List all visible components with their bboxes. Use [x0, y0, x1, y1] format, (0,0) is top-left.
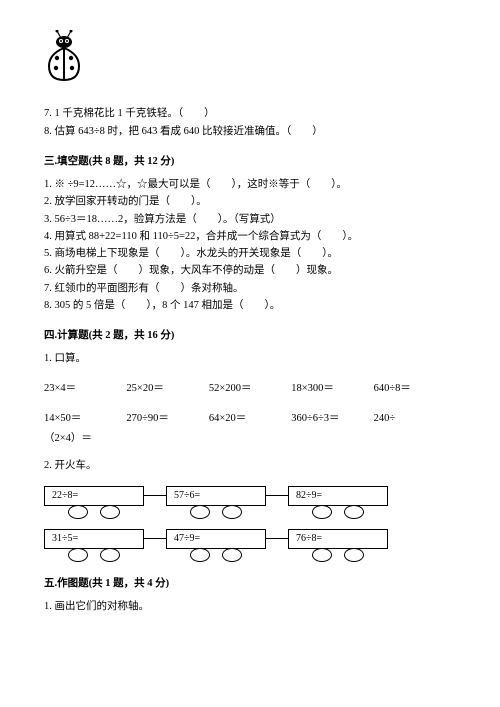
calc-cell: 14×50＝: [44, 411, 126, 427]
train-car: 57÷6=: [166, 486, 266, 519]
calc-cell: 64×20＝: [209, 411, 291, 427]
car-label: 47÷9=: [174, 531, 200, 547]
section-title-4: 四.计算题(共 2 题，共 16 分): [44, 328, 456, 344]
calc-cell: 18×300＝: [291, 381, 373, 397]
q-item: 4. 用算式 88+22=110 和 110÷5=22，合并成一个综合算式为（ …: [44, 229, 456, 245]
q-item: 7. 红领巾的平面图形有（ ）条对称轴。: [44, 281, 456, 297]
q-item: 3. 56÷3＝18……2，验算方法是（ ）。（写算式）: [44, 212, 456, 228]
train-diagram: 22÷8= 57÷6= 82÷9= 31÷5= 47÷9= 76÷8=: [44, 486, 456, 562]
q-item: 5. 商场电梯上下现象是（ ）。水龙头的开关现象是（ ）。: [44, 246, 456, 262]
train-car: 31÷5=: [44, 529, 144, 562]
q-item: 7. 1 千克棉花比 1 千克铁轻。（ ）: [44, 106, 456, 122]
train-car: 47÷9=: [166, 529, 266, 562]
q-item: 1. 口算。: [44, 351, 456, 367]
calc-cell: 360÷6÷3＝: [291, 411, 373, 427]
q-item: 1. 画出它们的对称轴。: [44, 599, 456, 615]
q-item: 8. 305 的 5 倍是（ ），8 个 147 相加是（ ）。: [44, 298, 456, 314]
q-item: 8. 估算 643÷8 时，把 643 看成 640 比较接近准确值。（ ）: [44, 124, 456, 140]
calc-row: 23×4＝ 25×20＝ 52×200＝ 18×300＝ 640÷8＝: [44, 381, 456, 397]
car-label: 31÷5=: [52, 531, 78, 547]
car-label: 82÷9=: [296, 488, 322, 504]
q-item: 2. 开火车。: [44, 458, 456, 474]
calc-cell: 25×20＝: [126, 381, 208, 397]
calc-cell: （2×4）＝: [44, 431, 456, 447]
q-item: 1. ※ ÷9=12……☆，☆最大可以是（ ），这时※等于（ ）。: [44, 177, 456, 193]
car-label: 76÷8=: [296, 531, 322, 547]
calc-cell: 23×4＝: [44, 381, 126, 397]
car-label: 57÷6=: [174, 488, 200, 504]
calc-cell: 52×200＝: [209, 381, 291, 397]
section-title-3: 三.填空题(共 8 题，共 12 分): [44, 154, 456, 170]
calc-cell: 270÷90＝: [126, 411, 208, 427]
q-item: 2. 放学回家开转动的门是（ ）。: [44, 194, 456, 210]
q-item: 6. 火箭升空是（ ）现象，大风车不停的动是（ ）现象。: [44, 263, 456, 279]
calc-row: 14×50＝ 270÷90＝ 64×20＝ 360÷6÷3＝ 240÷: [44, 411, 456, 427]
car-label: 22÷8=: [52, 488, 78, 504]
calc-cell: 240÷: [374, 411, 456, 427]
train-car: 22÷8=: [44, 486, 144, 519]
train-car: 82÷9=: [288, 486, 388, 519]
beetle-icon: [44, 30, 456, 88]
calc-cell: 640÷8＝: [374, 381, 456, 397]
train-car: 76÷8=: [288, 529, 388, 562]
section-title-5: 五.作图题(共 1 题，共 4 分): [44, 576, 456, 592]
